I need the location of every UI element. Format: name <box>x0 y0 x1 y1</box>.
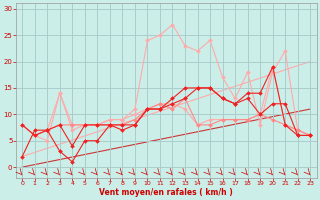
X-axis label: Vent moyen/en rafales ( km/h ): Vent moyen/en rafales ( km/h ) <box>100 188 233 197</box>
